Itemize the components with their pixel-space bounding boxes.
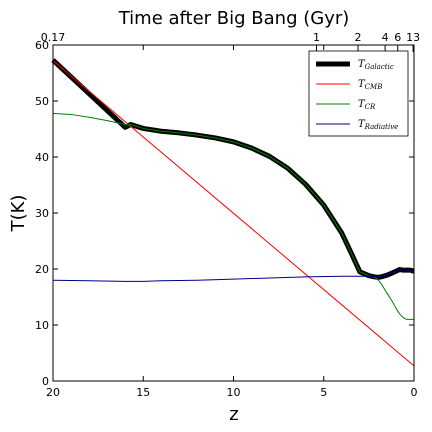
y-axis-label: T(K): [8, 195, 29, 233]
legend-label-t-cmb: TCMB: [358, 79, 382, 91]
x-tick-label: 10: [227, 386, 241, 399]
y-tick-label: 20: [35, 263, 49, 276]
y-tick-label: 60: [35, 39, 49, 52]
top-axis-tick-label: 0.17: [41, 31, 66, 44]
top-axis-tick-label: 6: [394, 31, 401, 44]
x-tick-label: 20: [46, 386, 60, 399]
top-axis-tick-label: 4: [382, 31, 389, 44]
series-layer: [51, 58, 415, 367]
y-tick-label: 40: [35, 151, 49, 164]
series-line-t-radiative: [52, 269, 415, 282]
series-line-t-cr: [52, 112, 414, 320]
chart-title: Time after Big Bang (Gyr): [118, 8, 350, 29]
top-axis-tick-label: 1: [313, 31, 320, 44]
legend-label-t-cr: TCR: [358, 99, 376, 111]
legend-label-t-radiative: TRadiative: [358, 119, 398, 131]
top-axis-tick-label: 2: [355, 31, 362, 44]
series-line-t-cmb: [52, 60, 415, 367]
legend: TGalactic TCMB TCR TRadiative: [308, 50, 409, 137]
x-axis-label: z: [229, 404, 238, 425]
x-tick-label: 5: [320, 386, 327, 399]
y-tick-label: 10: [35, 319, 49, 332]
x-tick-label: 15: [136, 386, 150, 399]
y-tick-label: 30: [35, 207, 49, 220]
legend-entries: TGalactic TCMB TCR TRadiative: [316, 59, 398, 131]
x-tick-label: 0: [411, 386, 418, 399]
top-axis-tick-label: 13: [406, 31, 420, 44]
y-tick-label: 50: [35, 95, 49, 108]
legend-label-t-galactic: TGalactic: [358, 59, 394, 71]
y-tick-label: 0: [42, 375, 49, 388]
